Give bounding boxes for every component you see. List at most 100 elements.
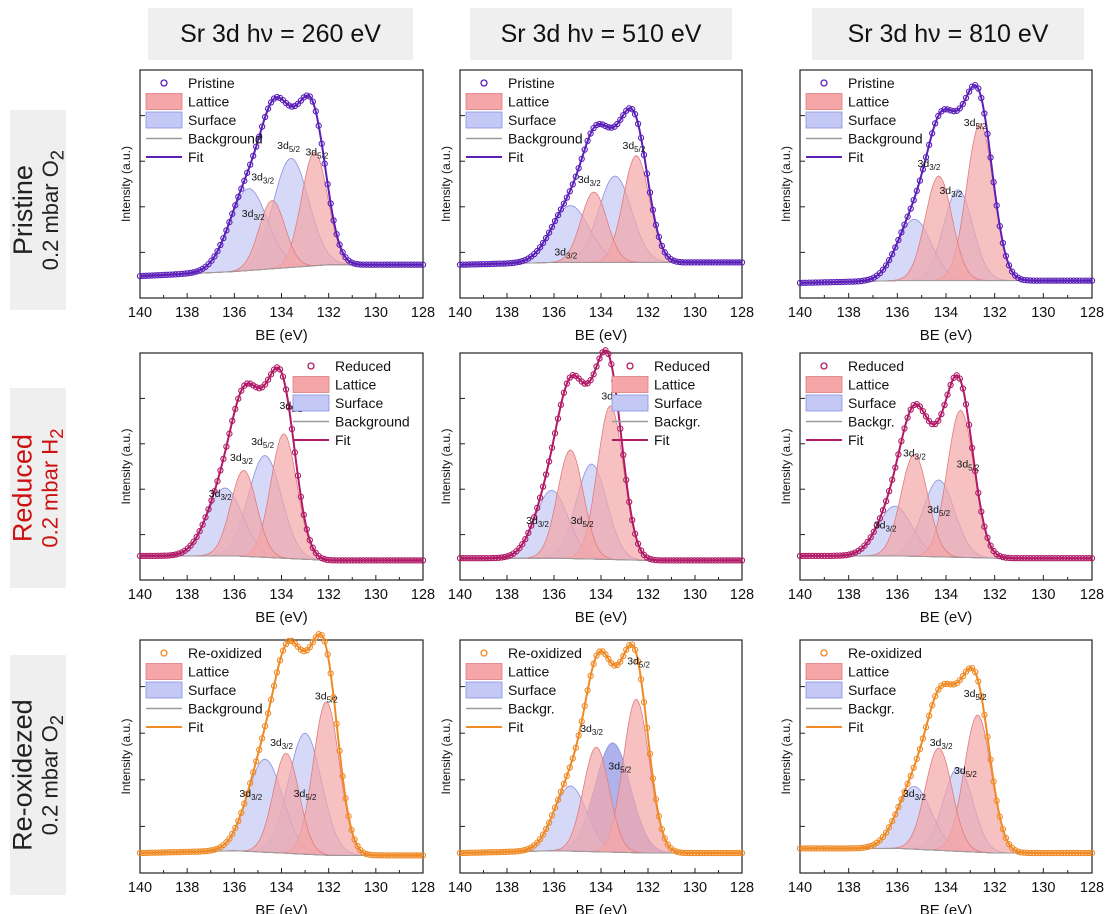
x-tick-label: 136 — [222, 587, 246, 603]
data-point — [330, 694, 337, 701]
legend-label: Background — [335, 414, 410, 430]
data-point — [297, 493, 305, 500]
row-header-pristine: Pristine 0.2 mbar O2 — [8, 110, 67, 310]
legend-label: Fit — [335, 432, 351, 448]
data-point — [477, 849, 484, 856]
x-tick-label: 134 — [934, 305, 958, 321]
y-axis-label: Intensity (a.u.) — [439, 718, 453, 794]
data-point — [507, 848, 514, 855]
data-point — [139, 272, 147, 280]
data-point — [658, 242, 666, 250]
data-point — [214, 478, 221, 485]
data-point — [913, 187, 920, 194]
data-point — [691, 849, 698, 857]
data-point — [987, 756, 994, 763]
legend-label: Lattice — [188, 94, 229, 110]
legend-label: Fit — [508, 719, 524, 735]
data-point — [157, 849, 165, 856]
data-point — [321, 556, 328, 563]
data-point — [1036, 849, 1043, 857]
data-point — [975, 85, 982, 92]
data-point — [181, 848, 188, 856]
data-point — [1088, 277, 1096, 284]
data-point — [907, 406, 914, 413]
data-point — [273, 669, 281, 676]
data-point — [169, 271, 176, 278]
data-point — [244, 790, 251, 797]
data-point — [1055, 277, 1062, 284]
data-point — [919, 166, 927, 173]
data-point — [483, 849, 490, 856]
data-point — [602, 651, 609, 658]
data-point — [247, 161, 254, 168]
data-point — [384, 852, 391, 859]
data-point — [410, 261, 418, 268]
data-point — [732, 849, 740, 857]
data-point — [318, 631, 325, 639]
x-tick-label: 140 — [788, 305, 812, 321]
data-point — [1073, 277, 1080, 284]
data-point — [922, 154, 930, 161]
data-point — [545, 458, 553, 465]
data-point — [489, 849, 496, 856]
data-point — [401, 261, 409, 268]
data-point — [563, 380, 571, 387]
data-point — [685, 557, 692, 564]
data-point — [279, 647, 287, 654]
data-point — [640, 151, 648, 159]
data-point — [685, 849, 692, 857]
data-point — [462, 555, 470, 562]
legend-label: Background — [188, 131, 263, 147]
data-point — [1027, 555, 1034, 562]
data-point — [620, 111, 627, 119]
data-point — [501, 260, 508, 267]
data-point — [932, 420, 939, 428]
legend-label: Lattice — [508, 664, 549, 680]
data-point — [718, 259, 725, 266]
y-axis-label: Intensity (a.u.) — [119, 718, 133, 794]
data-point — [318, 554, 325, 562]
x-axis-label: BE (eV) — [575, 327, 628, 344]
data-point — [861, 542, 868, 549]
data-point — [836, 278, 844, 286]
data-point — [175, 270, 182, 278]
data-point — [724, 259, 731, 266]
data-point — [876, 837, 884, 844]
x-axis-label: BE (eV) — [255, 609, 308, 626]
data-point — [802, 279, 810, 286]
data-point — [827, 552, 834, 560]
legend-label: Surface — [188, 112, 236, 128]
peak-label: 3d5/2 — [315, 691, 338, 705]
data-point — [658, 826, 666, 833]
legend-label: Backgr. — [508, 701, 555, 717]
legend-label: Reduced — [848, 358, 904, 374]
data-point — [145, 849, 153, 856]
data-point — [972, 668, 979, 676]
data-point — [401, 557, 409, 564]
data-point — [706, 259, 713, 266]
legend-label: Pristine — [848, 75, 895, 91]
data-point — [407, 261, 415, 268]
data-point — [384, 557, 391, 564]
legend-label: Lattice — [848, 94, 889, 110]
data-point — [572, 744, 579, 751]
x-tick-label: 130 — [1031, 880, 1055, 896]
legend-label: Surface — [335, 395, 383, 411]
data-point — [318, 140, 325, 147]
data-point — [879, 507, 887, 514]
data-point — [139, 552, 147, 560]
legend-label: Fit — [188, 149, 204, 165]
data-point — [495, 848, 502, 856]
data-point — [1021, 276, 1028, 284]
data-point — [1079, 277, 1086, 284]
data-point — [925, 712, 933, 719]
data-point — [913, 755, 920, 762]
data-point — [901, 788, 908, 795]
data-point — [634, 120, 642, 128]
data-point — [288, 103, 296, 110]
data-point — [542, 234, 550, 242]
data-point — [139, 849, 147, 857]
data-point — [578, 718, 585, 725]
x-tick-label: 128 — [730, 880, 754, 896]
